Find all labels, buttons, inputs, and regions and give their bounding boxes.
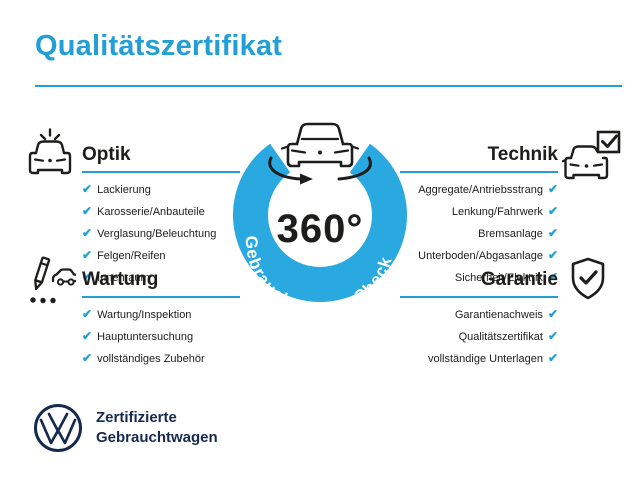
checklist-item-label: vollständiges Zubehör (97, 353, 205, 365)
check-icon: ✔ (547, 307, 558, 321)
wartung-checklist: ✔ Wartung/Inspektion ✔ Hauptuntersuchung ✔… (82, 304, 240, 370)
brand-text: Zertifizierte Gebrauchtwagen (96, 408, 218, 448)
check-icon: ✔ (547, 182, 558, 196)
check-icon: ✔ (82, 307, 93, 321)
checklist-item-label: Unterboden/Abgasanlage (418, 250, 543, 262)
check-icon: ✔ (82, 351, 93, 365)
checklist-item-label: Innenraum (97, 272, 150, 284)
checklist-item: ✔ Wartung/Inspektion (82, 304, 240, 326)
checklist-item-label: Qualitätszertifikat (458, 331, 543, 343)
checklist-item-label: vollständige Unterlagen (427, 353, 543, 365)
section-technik-title: Technik (400, 144, 558, 173)
checklist-item: vollständige Unterlagen ✔ (400, 348, 558, 370)
checklist-item: ✔ Innenraum (82, 267, 240, 289)
section-wartung: Wartung ✔ Wartung/Inspektion ✔ Hauptunters… (82, 269, 240, 370)
checklist-item-label: Wartung/Inspektion (97, 309, 192, 321)
check-icon: ✔ (547, 270, 558, 284)
section-wartung-title: Wartung (82, 269, 240, 298)
check-icon: ✔ (82, 226, 93, 240)
ring-arc (233, 143, 407, 302)
check-icon: ✔ (82, 204, 93, 218)
checklist-item: Bremsanlage ✔ (400, 223, 558, 245)
technik-checklist: Aggregate/Antriebsstrang ✔ Lenkung/Fahrwe… (400, 179, 558, 289)
section-optik-title: Optik (82, 144, 240, 173)
checklist-item: Qualitätszertifikat ✔ (400, 326, 558, 348)
check-icon: ✔ (82, 329, 93, 343)
checklist-item: ✔ Karosserie/Anbauteile (82, 201, 240, 223)
checklist-item: ✔ Lackierung (82, 179, 240, 201)
check-icon: ✔ (547, 226, 558, 240)
check-icon: ✔ (547, 351, 558, 365)
vw-logo (32, 402, 84, 454)
checklist-item: Unterboden/Abgasanlage ✔ (400, 245, 558, 267)
checklist-item: ✔ Felgen/Reifen (82, 245, 240, 267)
checklist-item: Aggregate/Antriebsstrang ✔ (400, 179, 558, 201)
checklist-item-label: Sicherheit/Elektrik (454, 272, 543, 284)
checklist-item: Sicherheit/Elektrik ✔ (400, 267, 558, 289)
brand-line1: Zertifizierte (96, 409, 177, 426)
checklist-item: Garantienachweis ✔ (400, 304, 558, 326)
check-icon: ✔ (82, 248, 93, 262)
section-garantie-title: Garantie (400, 269, 558, 298)
checklist-item-label: Lackierung (97, 184, 151, 196)
check-icon: ✔ (82, 182, 93, 196)
degrees-label: 360° (276, 207, 364, 251)
checklist-item-label: Bremsanlage (478, 228, 543, 240)
shield-check-icon (568, 256, 608, 302)
checklist-item-label: Felgen/Reifen (97, 250, 166, 262)
car-rotation-icon (268, 122, 372, 185)
section-optik: Optik ✔ Lackierung ✔ Karosserie/Anbauteile… (82, 144, 240, 289)
title-divider (35, 85, 622, 87)
checklist-item: ✔ vollständiges Zubehör (82, 348, 240, 370)
360-check-ring: Gebrauchtwagen-Check (233, 122, 407, 308)
optik-checklist: ✔ Lackierung ✔ Karosserie/Anbauteile ✔ Verg… (82, 179, 240, 289)
checklist-item-label: Verglasung/Beleuchtung (97, 228, 217, 240)
checklist-item-label: Aggregate/Antriebsstrang (418, 184, 543, 196)
section-garantie: Garantie Garantienachweis ✔ Qualitätszert… (400, 269, 558, 370)
check-icon: ✔ (547, 204, 558, 218)
checklist-item: ✔ Verglasung/Beleuchtung (82, 223, 240, 245)
checklist-item: Lenkung/Fahrwerk ✔ (400, 201, 558, 223)
checklist-item-label: Lenkung/Fahrwerk (451, 206, 543, 218)
checklist-item-label: Karosserie/Anbauteile (97, 206, 205, 218)
check-icon: ✔ (547, 248, 558, 262)
brand-line2: Gebrauchtwagen (96, 429, 218, 446)
checklist-item-label: Garantienachweis (454, 309, 543, 321)
section-technik: Technik Aggregate/Antriebsstrang ✔ Lenkun… (400, 144, 558, 289)
pencil-checklist-car-icon (24, 256, 76, 306)
check-icon: ✔ (82, 270, 93, 284)
car-checkbox-icon (562, 130, 622, 184)
check-icon: ✔ (547, 329, 558, 343)
shiny-car-icon (26, 126, 74, 178)
page-title: Qualitätszertifikat (35, 30, 283, 62)
checklist-item-label: Hauptuntersuchung (97, 331, 194, 343)
checklist-item: ✔ Hauptuntersuchung (82, 326, 240, 348)
garantie-checklist: Garantienachweis ✔ Qualitätszertifikat ✔ v… (400, 304, 558, 370)
